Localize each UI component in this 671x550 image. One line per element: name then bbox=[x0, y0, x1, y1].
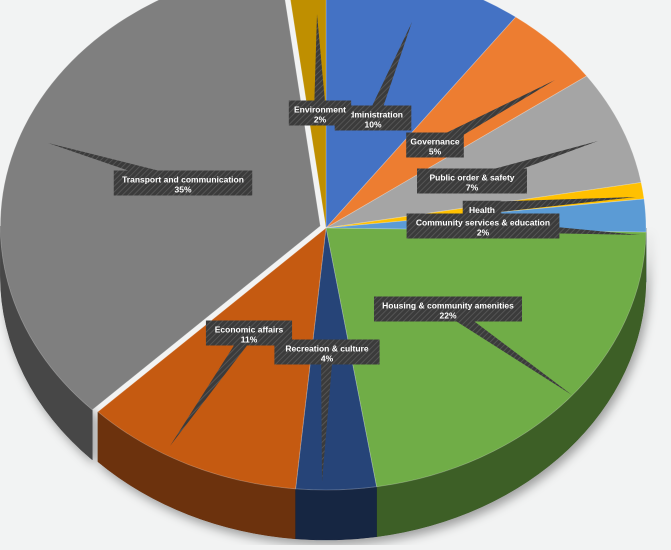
label-name-housing-community-amenities: Housing & community amenities bbox=[382, 301, 514, 311]
label-percent-economic-affairs: 11% bbox=[241, 335, 258, 345]
label-percent-public-order-safety: 7% bbox=[466, 183, 479, 193]
label-name-public-order-safety: Public order & safety bbox=[429, 173, 514, 183]
label-name-governance: Governance bbox=[410, 137, 459, 147]
label-percent-housing-community-amenities: 22% bbox=[439, 311, 456, 321]
label-name-health: Health bbox=[469, 205, 495, 215]
label-name-community-services-education: Community services & education bbox=[416, 218, 550, 228]
label-percent-environment: 2% bbox=[314, 115, 327, 125]
label-name-economic-affairs: Economic affairs bbox=[215, 325, 284, 335]
label-percent-recreation-culture: 4% bbox=[321, 354, 334, 364]
label-name-recreation-culture: Recreation & culture bbox=[285, 344, 368, 354]
label-name-administration: Administration bbox=[343, 110, 403, 120]
label-name-transport-and-communication: Transport and communication bbox=[122, 175, 244, 185]
label-name-environment: Environment bbox=[294, 105, 346, 115]
pie-wall-recreation-culture bbox=[296, 487, 377, 540]
label-percent-transport-and-communication: 35% bbox=[174, 185, 191, 195]
label-percent-administration: 10% bbox=[364, 120, 381, 130]
label-percent-governance: 5% bbox=[429, 147, 442, 157]
label-percent-community-services-education: 2% bbox=[477, 228, 490, 238]
